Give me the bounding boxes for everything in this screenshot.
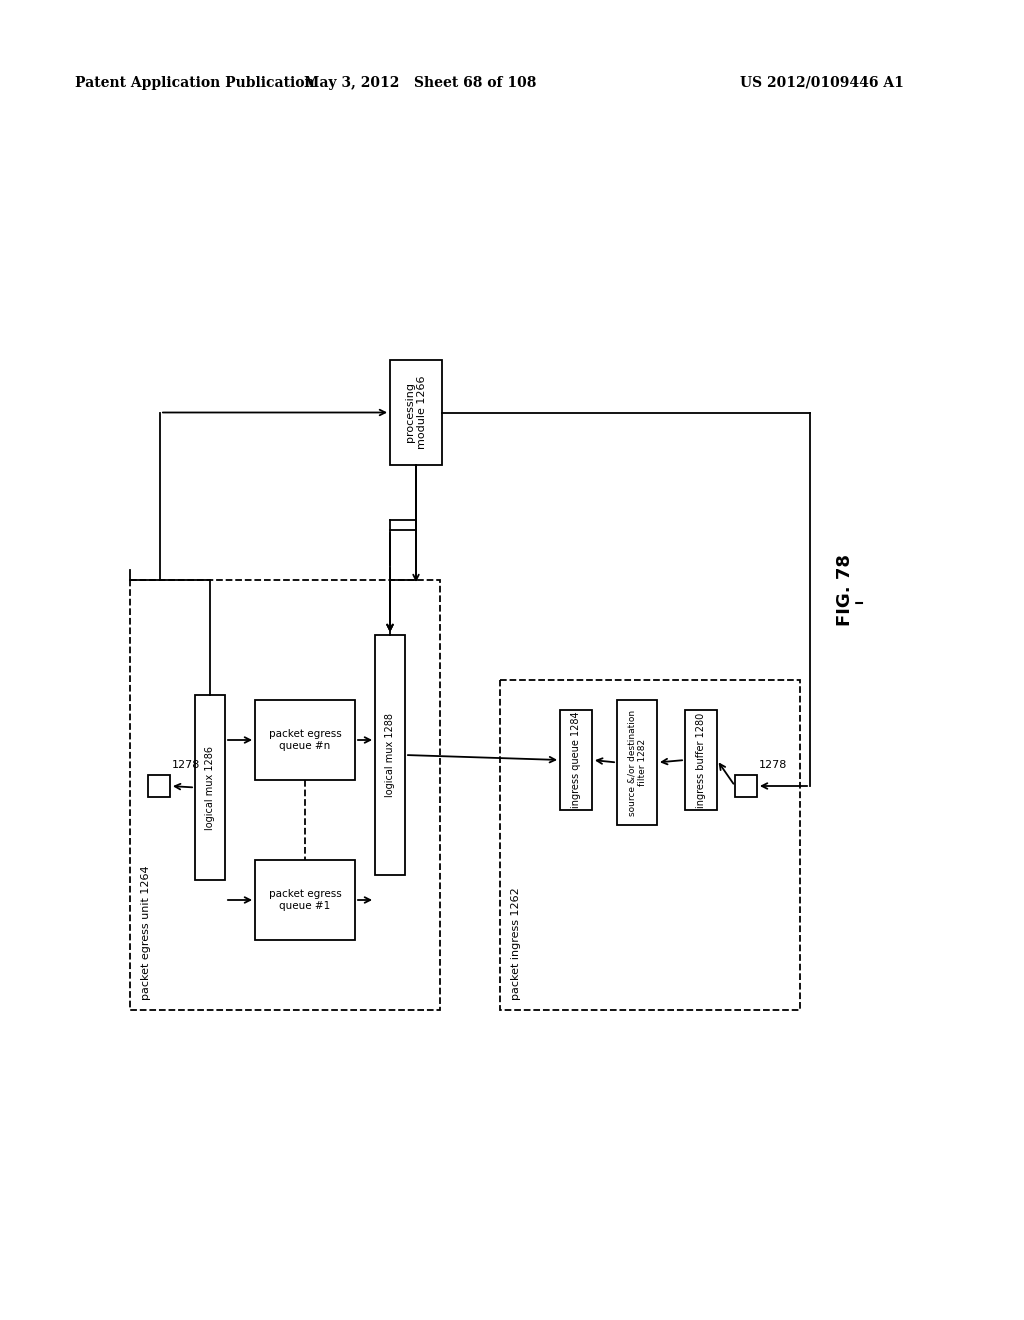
Bar <box>560 710 592 810</box>
Text: packet ingress 1262: packet ingress 1262 <box>511 887 521 1001</box>
Text: packet egress
queue #n: packet egress queue #n <box>268 729 341 751</box>
Bar <box>375 635 406 875</box>
Bar <box>500 680 800 1010</box>
Text: logical mux 1286: logical mux 1286 <box>205 746 215 829</box>
Bar <box>255 700 355 780</box>
Text: May 3, 2012   Sheet 68 of 108: May 3, 2012 Sheet 68 of 108 <box>304 77 537 90</box>
Bar <box>255 861 355 940</box>
Text: packet egress unit 1264: packet egress unit 1264 <box>141 866 151 1001</box>
Text: US 2012/0109446 A1: US 2012/0109446 A1 <box>740 77 904 90</box>
Text: packet egress
queue #1: packet egress queue #1 <box>268 890 341 911</box>
Text: 1278: 1278 <box>759 760 787 770</box>
Bar <box>685 710 717 810</box>
Bar <box>195 696 225 880</box>
Text: ingress buffer 1280: ingress buffer 1280 <box>696 713 706 808</box>
Bar <box>735 775 757 797</box>
Text: 1278: 1278 <box>172 760 201 770</box>
Bar <box>148 775 170 797</box>
Text: processing
module 1266: processing module 1266 <box>406 376 427 449</box>
Text: Patent Application Publication: Patent Application Publication <box>75 77 314 90</box>
Text: source &/or destination
filter 1282: source &/or destination filter 1282 <box>628 709 647 816</box>
Text: ingress queue 1284: ingress queue 1284 <box>571 711 581 808</box>
Text: logical mux 1288: logical mux 1288 <box>385 713 395 797</box>
Bar <box>617 700 657 825</box>
Bar <box>130 579 440 1010</box>
Bar <box>390 360 442 465</box>
Text: FIG. 78: FIG. 78 <box>836 554 854 626</box>
